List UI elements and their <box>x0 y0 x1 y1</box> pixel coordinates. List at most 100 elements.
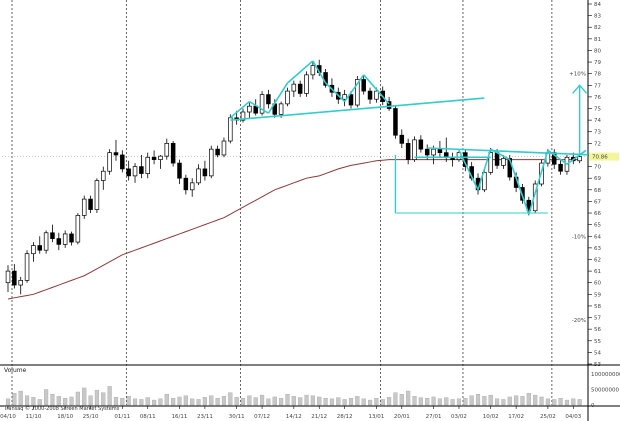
volume-bar <box>488 394 493 406</box>
volume-bar <box>260 394 265 406</box>
candle-body <box>50 232 55 239</box>
volume-bar <box>171 398 176 406</box>
x-tick-label: 28/12 <box>337 414 353 420</box>
trend-line <box>477 148 492 191</box>
volume-bar <box>577 399 582 406</box>
x-tick-label: 03/02 <box>451 414 467 420</box>
volume-bar <box>88 395 93 406</box>
candle-body <box>113 152 119 156</box>
x-tick-label: 27/01 <box>426 414 442 420</box>
y-tick-label: 64 <box>594 234 601 240</box>
y-tick-label: 57 <box>594 316 601 322</box>
volume-bar <box>209 395 214 406</box>
y-tick-label: 82 <box>594 25 601 31</box>
candle-body <box>151 156 157 160</box>
y-tick-label: 63 <box>594 246 601 252</box>
candle-body <box>285 90 290 105</box>
volume-layer <box>5 386 582 406</box>
volume-bar <box>463 398 468 406</box>
candle-body <box>228 117 233 142</box>
target-arrow-head <box>572 84 588 94</box>
volume-bar <box>253 397 258 406</box>
volume-bar <box>120 398 125 406</box>
candle-body <box>418 139 424 150</box>
volume-bar <box>298 397 303 406</box>
candle-body <box>431 148 436 156</box>
volume-bar <box>469 395 474 406</box>
candle-body <box>139 166 144 174</box>
candle-body <box>342 94 347 100</box>
volume-tick-label: 0 <box>591 403 595 409</box>
y-tick-label: 62 <box>594 257 601 263</box>
volume-bar <box>266 398 271 406</box>
y-tick-label: 74 <box>594 118 601 124</box>
volume-bar <box>399 393 404 406</box>
x-tick-label: 25/10 <box>83 414 99 420</box>
y-tick-label: 79 <box>594 60 601 66</box>
volume-bar <box>145 397 150 406</box>
x-tick-label: 20/01 <box>394 414 410 420</box>
candle-body <box>62 233 68 245</box>
trend-line <box>230 97 485 121</box>
candle-body <box>412 139 417 160</box>
volume-bar <box>520 396 525 406</box>
volume-bar <box>475 393 481 406</box>
y-tick-label: 60 <box>594 281 601 287</box>
volume-bar <box>183 395 188 406</box>
candle-body <box>24 253 30 281</box>
y-tick-label: 61 <box>594 269 601 275</box>
candle-body <box>183 177 189 191</box>
y-tick-label: 72 <box>594 141 601 147</box>
volume-bar <box>202 397 207 406</box>
volume-bar <box>221 396 227 406</box>
x-tick-label: 16/11 <box>172 414 188 420</box>
volume-bar <box>234 397 239 406</box>
volume-bar <box>393 392 398 406</box>
volume-bar <box>374 398 379 406</box>
volume-bar <box>5 398 11 406</box>
trend-line <box>343 74 365 103</box>
candle-body <box>189 182 195 191</box>
volume-bar <box>450 399 455 406</box>
reference-percent-label: -10% <box>572 234 586 240</box>
candle-body <box>43 232 49 251</box>
candle-body <box>240 111 246 121</box>
candle-body <box>81 198 87 216</box>
candle-body <box>348 94 354 106</box>
volume-pane-label: Volume <box>4 367 27 374</box>
volume-tick-label: 50000000 <box>591 388 619 394</box>
candle-body <box>31 245 36 255</box>
candle-body <box>558 163 563 172</box>
candle-body <box>253 105 258 114</box>
volume-bar <box>107 386 112 406</box>
candle-body <box>145 156 150 174</box>
candle-body <box>374 90 379 100</box>
volume-bar <box>418 397 423 406</box>
volume-bar <box>164 393 169 406</box>
trend-line <box>490 148 511 161</box>
trend-line <box>312 60 327 84</box>
y-tick-label: 68 <box>594 188 601 194</box>
candle-body <box>393 108 398 136</box>
candle-body <box>18 280 23 286</box>
moving-average-layer <box>7 159 580 300</box>
candle-body <box>170 143 176 164</box>
candle-body <box>291 83 297 92</box>
candle-body <box>405 143 411 160</box>
candle-body <box>12 270 17 286</box>
candle-body <box>297 83 303 94</box>
candle-body <box>164 143 170 157</box>
y-tick-label: 65 <box>594 223 601 229</box>
candle-body <box>37 245 43 251</box>
volume-bar <box>456 398 462 406</box>
y-tick-label: 66 <box>594 211 601 217</box>
y-tick-label: 80 <box>594 48 601 54</box>
copyright-text: Transaq © 2000-2008 Screen Market System… <box>3 405 120 412</box>
volume-bar <box>323 398 328 406</box>
volume-bar <box>533 394 538 406</box>
candle-body <box>361 79 366 92</box>
volume-bar <box>37 399 42 406</box>
volume-bar <box>552 399 557 406</box>
